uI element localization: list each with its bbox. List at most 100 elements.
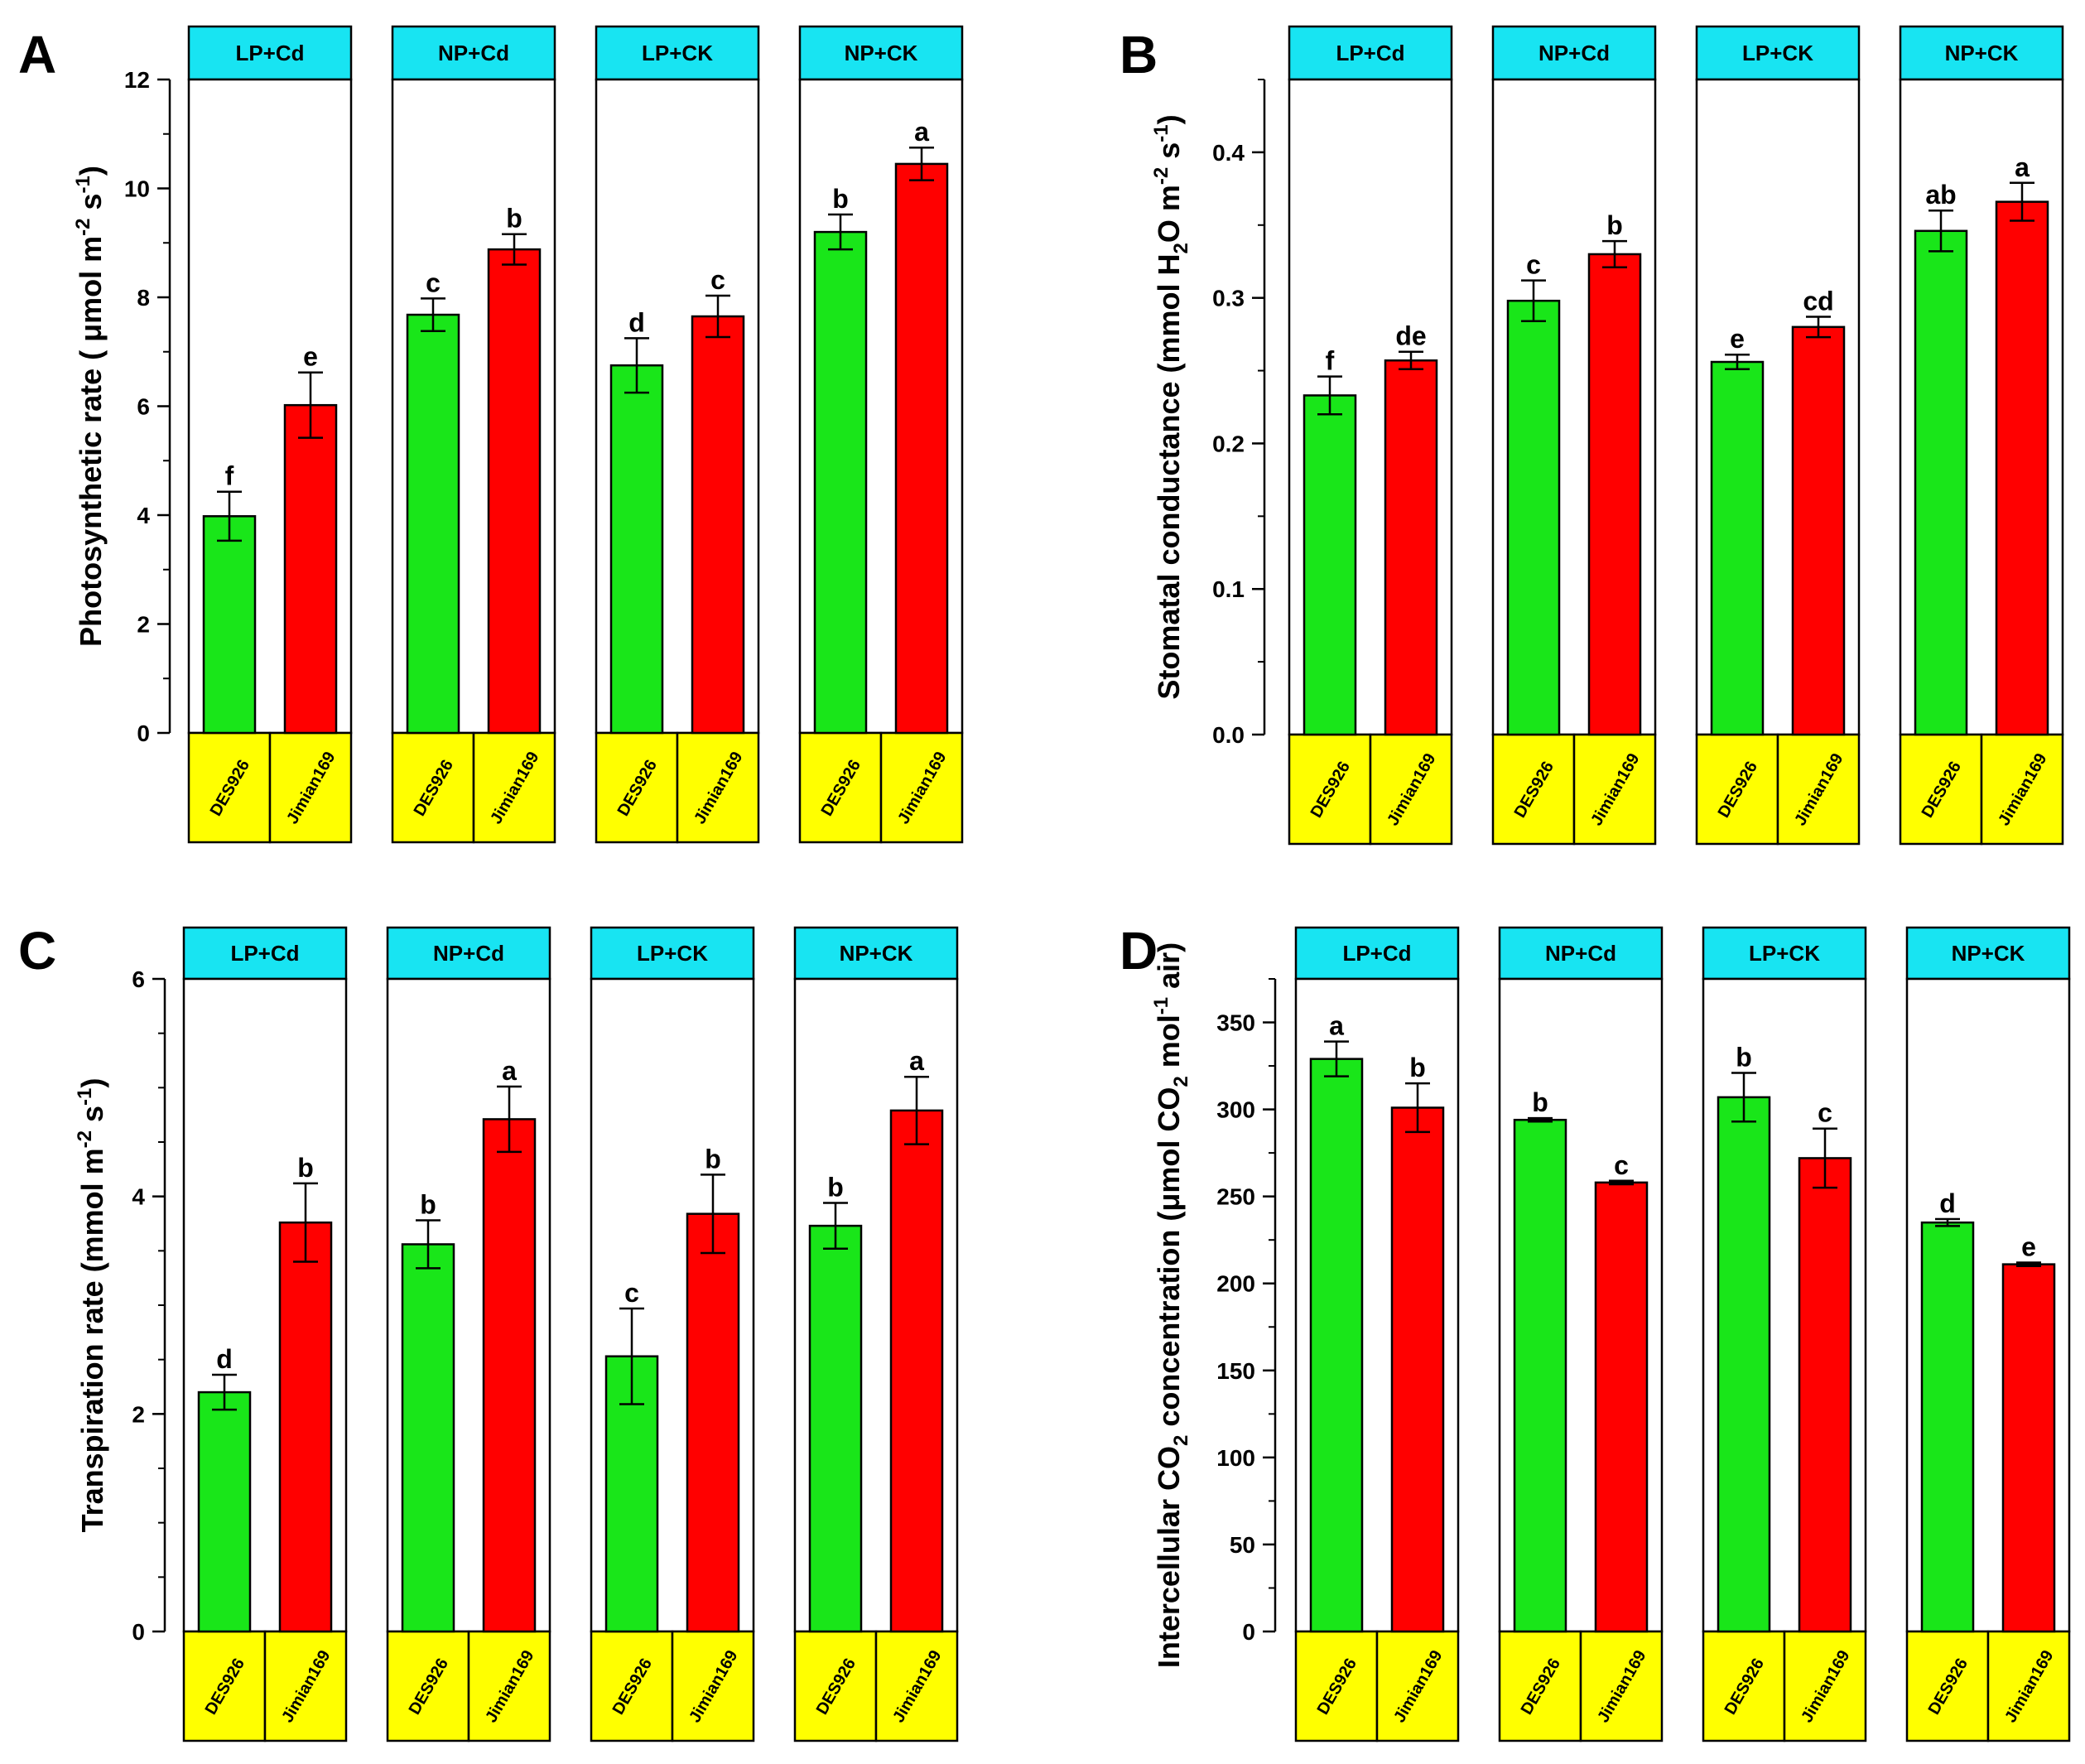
panel-letter: D — [1120, 921, 1158, 981]
chart-panel-B: B 0.0 0.1 0.2 0.3 0.4 Stomatal conductance (mm… — [1120, 25, 2064, 846]
group-header — [182, 926, 348, 981]
group-header — [595, 25, 760, 81]
significance-letter: c — [624, 1278, 639, 1308]
chart-panel-D: D 0 50 100 150 200 250 300 350 Intercellular CO2​… — [1120, 921, 2071, 1742]
bar-des926 — [1914, 229, 1968, 736]
y-axis-title-part: air) — [1152, 942, 1186, 997]
y-tick-label: 50 — [1230, 1532, 1255, 1558]
group-header — [1702, 926, 1867, 981]
cultivar-cell — [1695, 733, 1779, 846]
bar-des926 — [1303, 394, 1357, 736]
significance-letter: c — [1526, 250, 1541, 280]
group-label: NP+Cd — [1545, 941, 1616, 966]
y-axis-title-part: s — [1152, 142, 1186, 167]
group-label: LP+CK — [1749, 941, 1820, 966]
bar-jimian169 — [686, 1212, 740, 1633]
cultivar-cell — [1702, 1630, 1786, 1742]
group-header — [1491, 25, 1657, 81]
significance-letter: a — [502, 1056, 517, 1086]
group-header — [386, 926, 551, 981]
y-tick-label: 300 — [1216, 1097, 1255, 1123]
significance-letter: c — [1614, 1150, 1629, 1180]
y-tick-label: 0 — [1242, 1619, 1255, 1645]
significance-letter: b — [1736, 1042, 1752, 1072]
y-axis-title-part: mol — [1152, 1015, 1186, 1076]
y-axis-title-part: -2 — [72, 218, 94, 235]
significance-letter: e — [2021, 1232, 2036, 1262]
y-tick-label: 250 — [1216, 1184, 1255, 1210]
significance-letter: b — [827, 1173, 844, 1203]
significance-letter: cd — [1803, 287, 1833, 316]
y-tick-label: 2 — [132, 1401, 145, 1427]
cultivar-cell — [879, 731, 964, 844]
y-tick-label: 0.1 — [1212, 576, 1245, 602]
group-header — [1695, 25, 1861, 81]
group-label: NP+CK — [1945, 41, 2019, 65]
y-tick-label: 0 — [137, 721, 150, 746]
bar-jimian169 — [482, 1118, 537, 1633]
bar-des926 — [1309, 1058, 1364, 1633]
cultivar-cell — [1375, 1630, 1460, 1742]
group-label: LP+Cd — [1336, 41, 1404, 65]
cultivar-cell — [1288, 733, 1372, 846]
chart-panel-C: C 0 2 4 6 Transpiration rate (mmol m-2​ s-1​)… — [18, 921, 959, 1742]
significance-letter: b — [297, 1153, 314, 1183]
group-label: LP+CK — [1742, 41, 1813, 65]
y-axis-title-part: ) — [75, 1078, 109, 1088]
bar-des926 — [1920, 1221, 1975, 1633]
bar-jimian169 — [278, 1221, 333, 1633]
bar-des926 — [401, 1243, 455, 1633]
cultivar-cell — [386, 1630, 470, 1742]
group-header — [1899, 25, 2064, 81]
significance-letter: b — [1532, 1087, 1548, 1117]
significance-letter: b — [506, 204, 522, 234]
bar-jimian169 — [1798, 1157, 1852, 1633]
cultivar-cell — [874, 1630, 959, 1742]
group-header — [1905, 926, 2071, 981]
group-header — [798, 25, 964, 81]
bar-des926 — [813, 230, 868, 735]
bar-jimian169 — [283, 403, 338, 735]
y-tick-label: 0.4 — [1212, 140, 1245, 166]
group-label: LP+Cd — [235, 41, 304, 65]
y-axis-title: Intercellular CO2​ concentration (μmol C… — [1150, 942, 1192, 1668]
bar-des926 — [406, 313, 460, 735]
y-tick-label: 6 — [132, 966, 145, 992]
y-axis-title-part: -2 — [1150, 167, 1173, 185]
significance-letter: c — [1818, 1098, 1832, 1128]
panel-letter: C — [18, 921, 56, 981]
bar-jimian169 — [1995, 200, 2049, 736]
y-axis-title-part: -1 — [1150, 124, 1173, 142]
y-axis-title-part: -1 — [1150, 997, 1173, 1015]
cultivar-cell — [590, 1630, 674, 1742]
cultivar-cell — [1572, 733, 1657, 846]
cultivar-cell — [263, 1630, 348, 1742]
y-tick-label: 0.3 — [1212, 286, 1245, 311]
panel-letter: A — [18, 25, 56, 84]
cultivar-cell — [798, 731, 883, 844]
group-label: NP+Cd — [433, 941, 504, 966]
significance-letter: b — [832, 184, 849, 214]
bar-jimian169 — [1587, 253, 1642, 736]
y-tick-label: 0.2 — [1212, 431, 1245, 456]
cultivar-cell — [676, 731, 760, 844]
bar-jimian169 — [487, 248, 542, 735]
y-axis-title-part: Intercellular CO — [1152, 1446, 1186, 1668]
group-header — [391, 25, 556, 81]
bar-jimian169 — [2001, 1263, 2056, 1633]
y-axis-title-part: Stomatal conductance (mmol H — [1152, 254, 1186, 700]
significance-letter: e — [1730, 324, 1745, 354]
y-tick-label: 12 — [124, 67, 150, 93]
bar-des926 — [808, 1224, 863, 1633]
y-axis-title: Stomatal conductance (mmol H2​O m-2​ s-1… — [1150, 114, 1192, 699]
cultivar-cell — [1498, 1630, 1582, 1742]
group-label: NP+CK — [845, 41, 918, 65]
